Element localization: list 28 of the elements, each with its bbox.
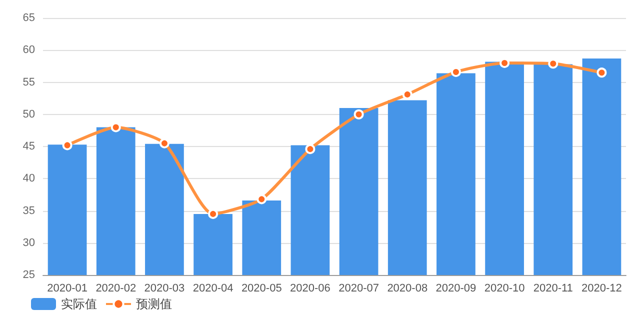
y-tick-label: 30 (22, 236, 35, 249)
point (596, 68, 607, 78)
y-tick-label: 60 (22, 44, 35, 56)
y-tick-label: 45 (22, 140, 35, 152)
y-tick-label: 40 (22, 172, 35, 185)
x-tick-label: 2020-07 (338, 282, 379, 294)
y-tick-label: 55 (22, 76, 35, 88)
x-tick-label: 2020-09 (436, 282, 476, 294)
legend-label: 实际值 (61, 297, 97, 311)
x-tick-label: 2020-03 (144, 282, 185, 294)
x-tick-label: 2020-10 (484, 282, 525, 294)
y-tick-label: 25 (22, 269, 35, 281)
y-tick-label: 50 (22, 108, 35, 120)
y-tick-label: 35 (22, 204, 35, 217)
point (354, 109, 364, 120)
point (256, 194, 267, 204)
point (305, 144, 316, 154)
point (159, 138, 170, 148)
x-tick-label: 2020-12 (582, 282, 622, 294)
x-tick-label: 2020-11 (533, 282, 573, 294)
x-tick-label: 2020-01 (47, 282, 88, 294)
x-tick-label: 2020-02 (96, 282, 136, 294)
legend-label: 预测值 (136, 297, 172, 311)
x-tick-label: 2020-06 (290, 282, 330, 294)
y-tick-label: 65 (22, 12, 35, 24)
x-tick-label: 2020-08 (387, 282, 428, 294)
x-tick-label: 2020-04 (192, 282, 234, 294)
x-tick-label: 2020-05 (241, 282, 282, 294)
